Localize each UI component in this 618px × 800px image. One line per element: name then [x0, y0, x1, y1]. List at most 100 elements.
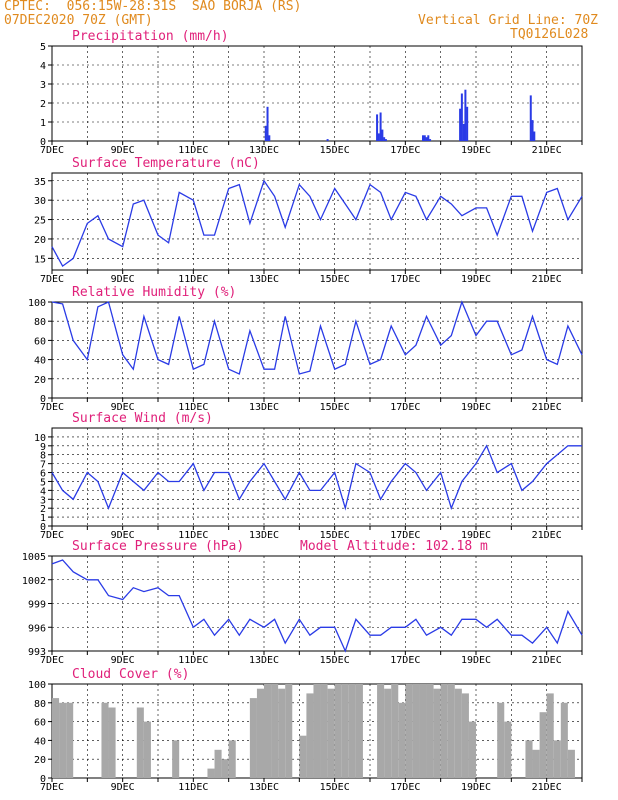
cloud-bar: [567, 749, 575, 778]
cloud-bar: [546, 693, 554, 778]
cloud-bar: [59, 702, 67, 778]
rh-panel: 0 20 40 60 80 100 7DEC 9DEC 11DEC 13DEC 15DEC 17DEC…: [28, 285, 583, 413]
wind-ytick-label: 6: [40, 469, 46, 480]
precip-bar: [377, 133, 380, 141]
precip-ytick-label: 2: [40, 99, 46, 110]
precip-bar: [264, 125, 267, 141]
precip-xtick-label: 19DEC: [461, 145, 491, 156]
cloud-bar: [341, 684, 349, 778]
wind-xtick-label: 7DEC: [40, 530, 64, 541]
precip-bar: [531, 120, 534, 141]
cloud-bar: [532, 749, 540, 778]
precip-ytick-label: 5: [40, 42, 46, 53]
cloud-bar: [391, 684, 399, 778]
precip-ytick-label: 0: [40, 137, 46, 148]
rh-ytick-label: 100: [28, 298, 46, 309]
cloud-bar: [419, 684, 427, 778]
cloud-bar: [66, 702, 74, 778]
wind-xtick-label: 13DEC: [249, 530, 279, 541]
precip-bar: [533, 131, 536, 141]
wind-xtick-label: 17DEC: [390, 530, 420, 541]
cloud-bar: [377, 684, 385, 778]
temp-ytick-label: 35: [34, 177, 46, 188]
rh-xtick-label: 13DEC: [249, 402, 279, 413]
pres-annotation: Model Altitude: 102.18 m: [300, 539, 488, 554]
rh-ytick-label: 40: [34, 356, 46, 367]
cloud-bar: [320, 684, 328, 778]
precip-xtick-label: 11DEC: [178, 145, 208, 156]
precip-bar: [381, 129, 384, 141]
temp-ytick-label: 20: [34, 235, 46, 246]
precip-bar: [427, 135, 430, 141]
cloud-bar: [221, 759, 229, 778]
cloud-bar: [412, 684, 420, 778]
cloud-xtick-label: 7DEC: [40, 782, 64, 793]
cloud-bar: [313, 684, 321, 778]
precip-bar: [379, 112, 382, 141]
wind-ytick-label: 8: [40, 451, 46, 462]
wind-xtick-label: 9DEC: [111, 530, 135, 541]
pres-ytick-label: 1005: [22, 552, 46, 563]
cloud-bar: [348, 684, 356, 778]
pres-ytick-label: 1002: [22, 576, 46, 587]
cloud-bar: [468, 721, 476, 778]
cloud-bar: [285, 684, 293, 778]
cloud-ytick-label: 80: [34, 699, 46, 710]
cloud-bar: [539, 712, 547, 778]
temp-panel: 15 20 25 30 35 7DEC 9DEC 11DEC 13DEC 15DEC 17DEC 19…: [34, 156, 583, 285]
cloud-bar: [398, 702, 406, 778]
temp-xtick-label: 19DEC: [461, 274, 491, 285]
wind-xtick-label: 19DEC: [461, 530, 491, 541]
wind-xtick-label: 11DEC: [178, 530, 208, 541]
pres-panel: 993 996 999 1002 1005 7DEC 9DEC 11DEC 13DEC 15DEC…: [22, 539, 583, 666]
cloud-bar: [497, 702, 505, 778]
cloud-bar: [426, 684, 434, 778]
precip-bar: [266, 106, 269, 141]
temp-xtick-label: 15DEC: [320, 274, 350, 285]
temp-xtick-label: 11DEC: [178, 274, 208, 285]
precip-bar: [425, 137, 428, 141]
precip-ytick-label: 3: [40, 80, 46, 91]
pres-xtick-label: 7DEC: [40, 655, 64, 666]
cloud-bar: [560, 702, 568, 778]
temp-ytick-label: 30: [34, 196, 46, 207]
rh-ytick-label: 20: [34, 375, 46, 386]
precip-bar: [429, 139, 432, 141]
wind-ytick-label: 1: [40, 513, 46, 524]
precip-ytick-label: 1: [40, 118, 46, 129]
cloud-ytick-label: 0: [40, 774, 46, 785]
run-date: 07DEC2020 70Z (GMT): [4, 13, 153, 28]
precip-bar: [459, 108, 462, 141]
cloud-bar: [355, 684, 363, 778]
temp-xtick-label: 9DEC: [111, 274, 135, 285]
precip-bar: [268, 135, 271, 141]
temp-frame: [51, 172, 583, 271]
cloud-title: Cloud Cover (%): [72, 667, 189, 682]
wind-ytick-label: 5: [40, 477, 46, 488]
cloud-ytick-label: 60: [34, 718, 46, 729]
cloud-bar: [334, 684, 342, 778]
cloud-bar: [440, 684, 448, 778]
precip-bar: [466, 106, 469, 141]
precip-bar: [326, 139, 329, 141]
rh-title: Relative Humidity (%): [72, 285, 236, 300]
cloud-bar: [504, 721, 512, 778]
pres-xtick-label: 13DEC: [249, 655, 279, 666]
rh-xtick-label: 17DEC: [390, 402, 420, 413]
rh-xtick-label: 19DEC: [461, 402, 491, 413]
temp-xtick-label: 7DEC: [40, 274, 64, 285]
pres-ytick-label: 996: [28, 623, 46, 634]
station-title: CPTEC: 056:15W-28:31S SAO BORJA (RS): [4, 0, 302, 14]
cloud-bar: [52, 698, 60, 778]
temp-xtick-label: 21DEC: [532, 274, 562, 285]
rh-xtick-label: 11DEC: [178, 402, 208, 413]
wind-title: Surface Wind (m/s): [72, 411, 213, 426]
rh-xtick-label: 15DEC: [320, 402, 350, 413]
cloud-bar: [278, 688, 286, 778]
cloud-bar: [214, 749, 222, 778]
cloud-bar: [299, 735, 307, 778]
cloud-xtick-label: 19DEC: [461, 782, 491, 793]
precip-bar: [383, 137, 386, 141]
cloud-xtick-label: 17DEC: [390, 782, 420, 793]
cloud-bar: [136, 707, 144, 778]
